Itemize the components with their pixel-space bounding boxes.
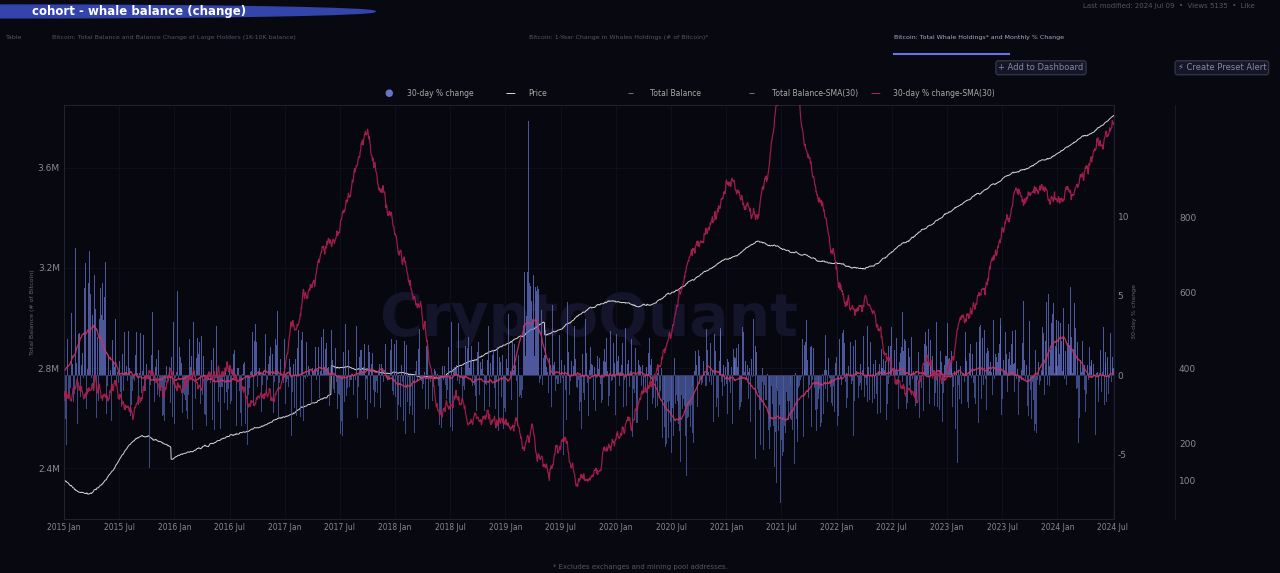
- Text: Bitcoin: Total Balance and Balance Change of Large Holders (1K-10K balance): Bitcoin: Total Balance and Balance Chang…: [52, 36, 297, 40]
- Text: —: —: [870, 88, 881, 99]
- Text: --: --: [749, 88, 755, 99]
- Text: Bitcoin: 1-Year Change in Whales Holdings (# of Bitcoin)*: Bitcoin: 1-Year Change in Whales Holding…: [529, 36, 708, 40]
- Y-axis label: Total Balance (# of Bitcoin): Total Balance (# of Bitcoin): [29, 269, 35, 355]
- Y-axis label: 30-day % change: 30-day % change: [1132, 284, 1137, 339]
- Text: 30-day % change-SMA(30): 30-day % change-SMA(30): [893, 89, 995, 98]
- Text: + Add to Dashboard: + Add to Dashboard: [998, 63, 1084, 72]
- Text: —: —: [506, 88, 516, 99]
- Text: Table: Table: [6, 36, 23, 40]
- Text: Price: Price: [529, 89, 548, 98]
- Text: 30-day % change: 30-day % change: [407, 89, 474, 98]
- Text: Last modified: 2024 Jul 09  •  Views 5135  •  Like: Last modified: 2024 Jul 09 • Views 5135 …: [1083, 3, 1254, 9]
- Text: --: --: [627, 88, 634, 99]
- Circle shape: [0, 5, 375, 18]
- Text: ⚡ Create Preset Alert: ⚡ Create Preset Alert: [1178, 63, 1266, 72]
- Text: * Excludes exchanges and mining pool addresses.: * Excludes exchanges and mining pool add…: [553, 564, 727, 570]
- Text: CryptoQuant: CryptoQuant: [379, 292, 799, 348]
- Text: Total Balance-SMA(30): Total Balance-SMA(30): [772, 89, 858, 98]
- Text: Total Balance: Total Balance: [650, 89, 701, 98]
- Text: cohort - whale balance (change): cohort - whale balance (change): [32, 5, 246, 18]
- Text: Bitcoin: Total Whale Holdings* and Monthly % Change: Bitcoin: Total Whale Holdings* and Month…: [895, 36, 1064, 40]
- Text: ●: ●: [384, 88, 393, 99]
